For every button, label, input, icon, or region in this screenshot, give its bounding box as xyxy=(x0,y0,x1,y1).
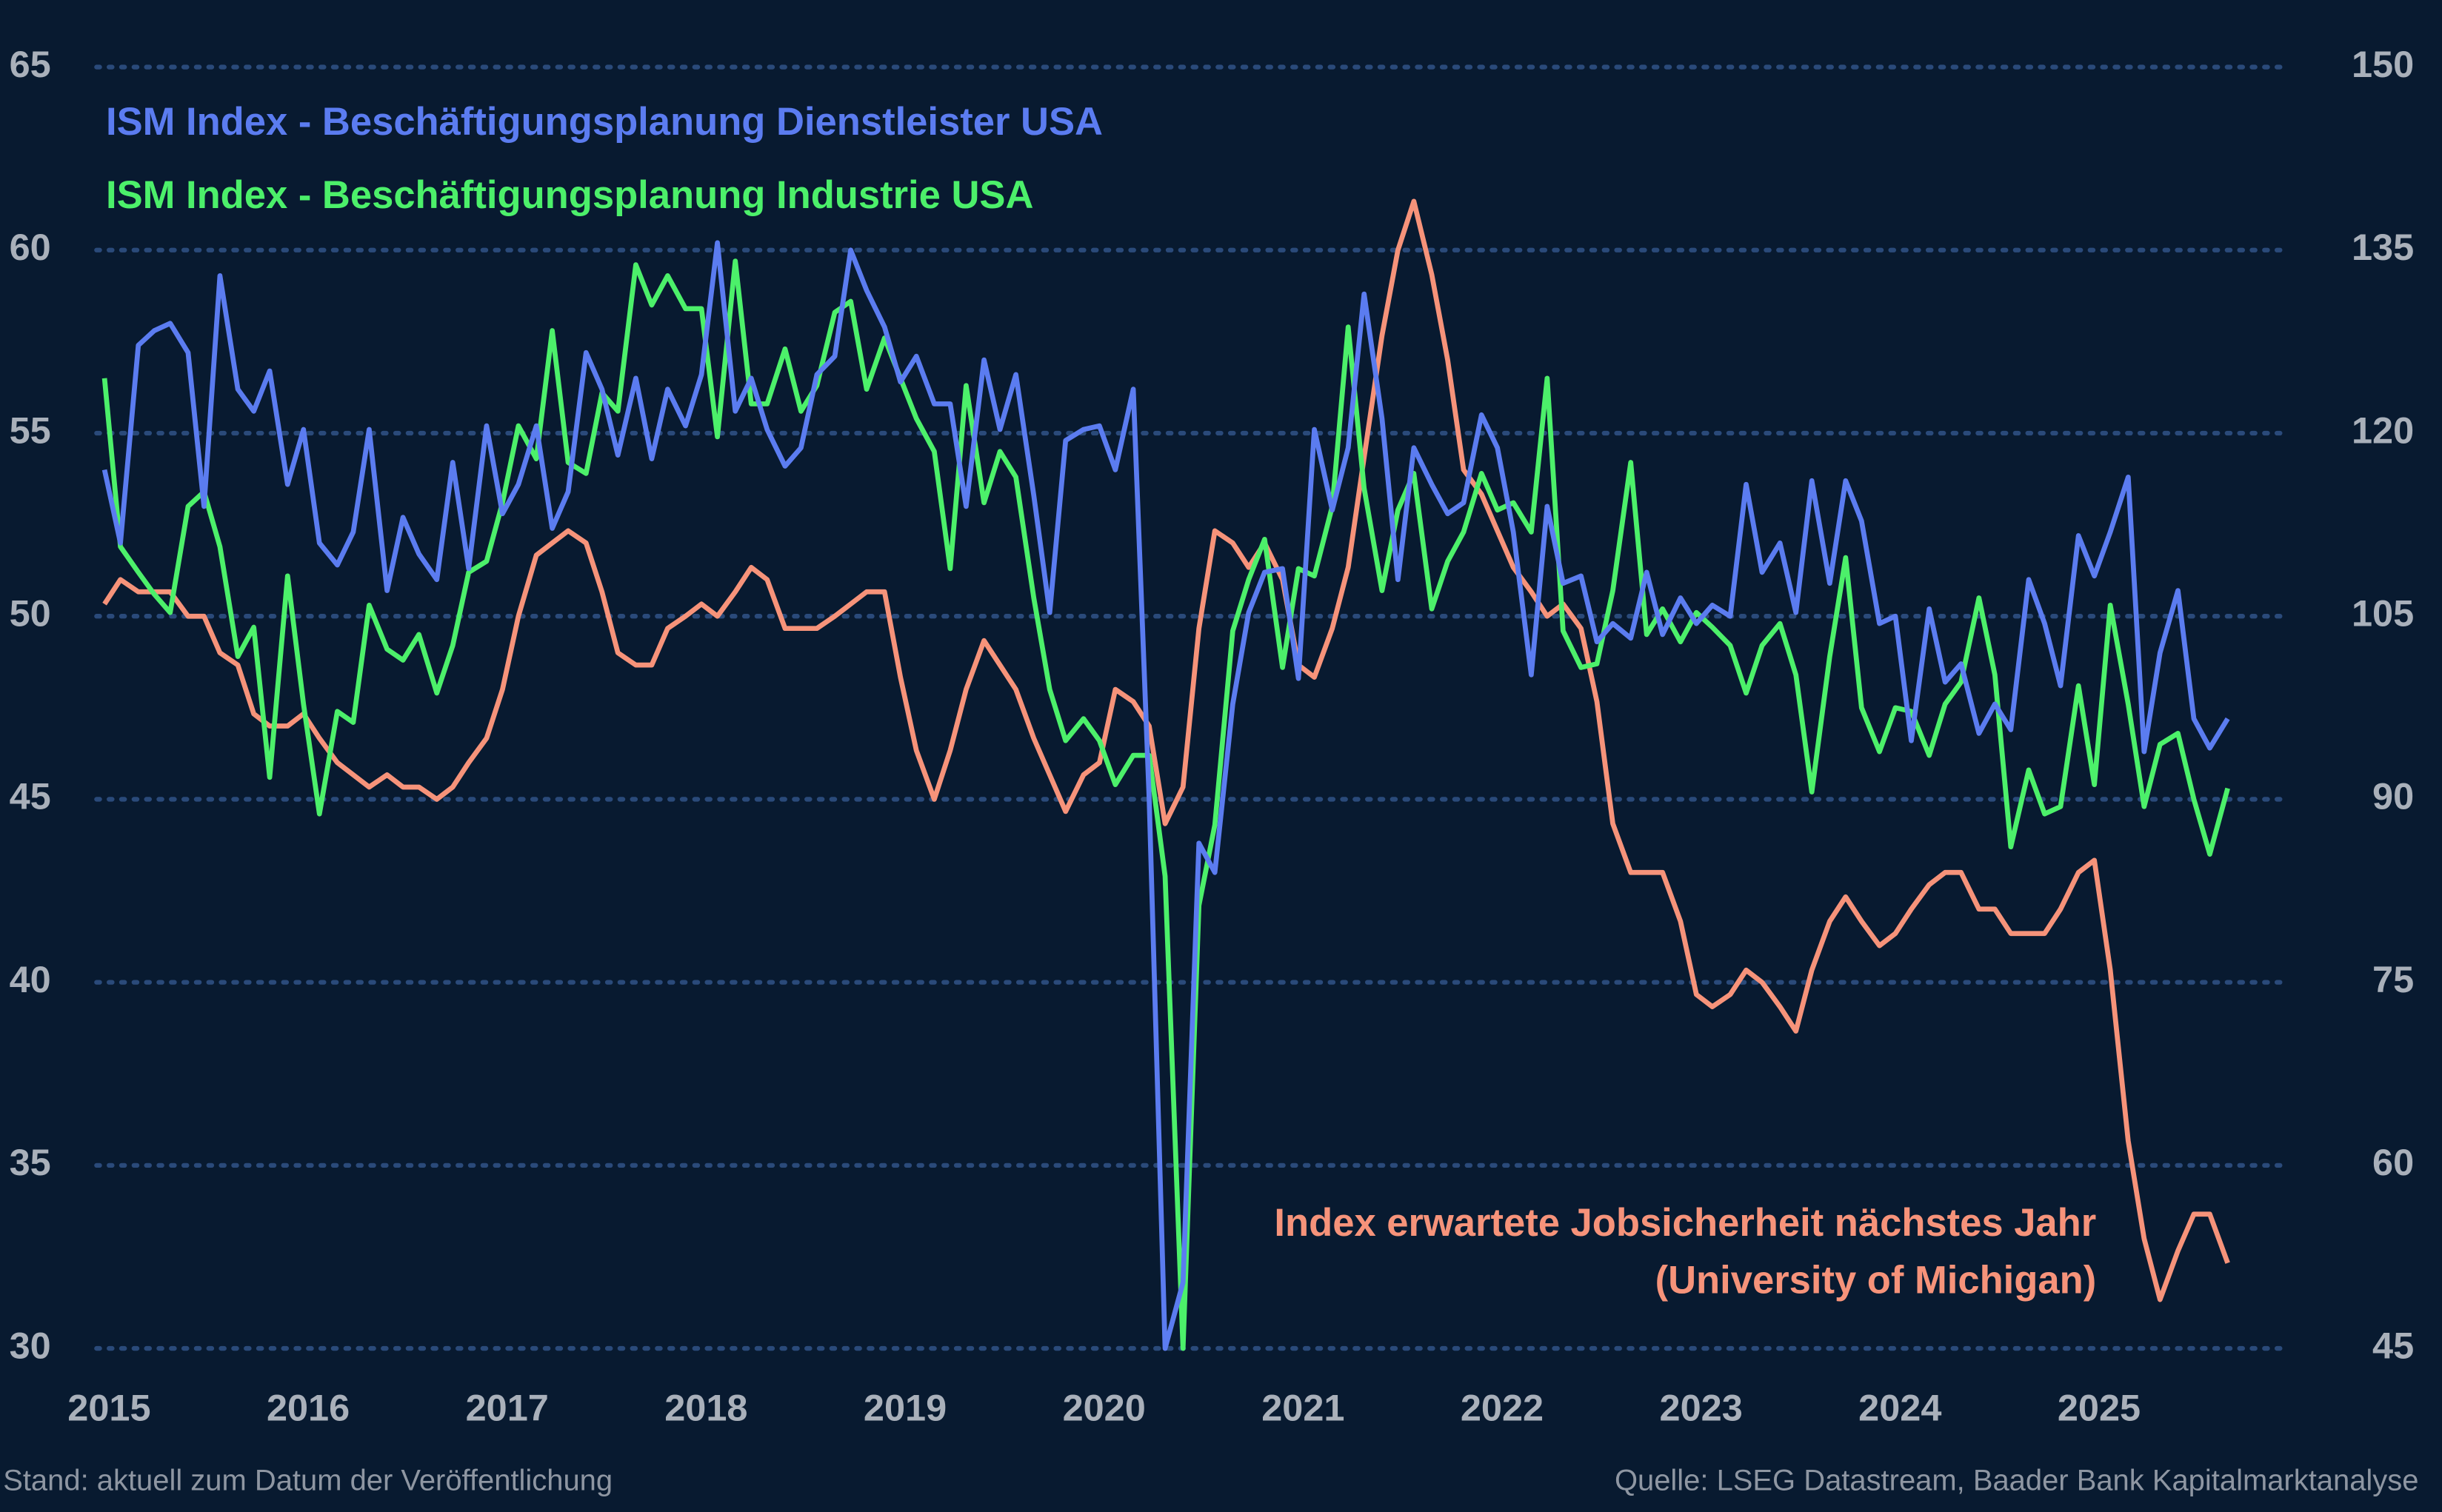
y-tick-label: 65 xyxy=(10,43,51,85)
y2-tick-label: 60 xyxy=(2372,1141,2414,1183)
y2-tick-label: 90 xyxy=(2372,775,2414,817)
x-tick-label: 2022 xyxy=(1461,1387,1544,1429)
series-line xyxy=(101,258,2230,1351)
y2-tick-label: 45 xyxy=(2372,1324,2414,1366)
legend-label: Index erwartete Jobsicherheit nächstes J… xyxy=(1274,1201,2096,1245)
x-tick-label: 2016 xyxy=(267,1387,350,1429)
y-tick-label: 60 xyxy=(10,226,51,268)
footnote: Stand: aktuell zum Datum der Veröffentli… xyxy=(3,1464,613,1496)
series-line xyxy=(102,198,2230,1302)
source: Quelle: LSEG Datastream, Baader Bank Kap… xyxy=(1615,1464,2419,1496)
series-line xyxy=(101,240,2230,1351)
x-tick-label: 2015 xyxy=(67,1387,150,1429)
legend-label: (University of Michigan) xyxy=(1655,1259,2097,1302)
x-tick-label: 2023 xyxy=(1660,1387,1743,1429)
y-tick-label: 30 xyxy=(10,1324,51,1366)
legend-label: ISM Index - Beschäftigungsplanung Indust… xyxy=(106,173,1033,217)
x-tick-label: 2024 xyxy=(1858,1387,1941,1429)
y2-tick-label: 105 xyxy=(2352,592,2414,635)
x-tick-label: 2025 xyxy=(2058,1387,2141,1429)
y-tick-label: 40 xyxy=(10,958,51,1000)
x-tick-label: 2019 xyxy=(864,1387,947,1429)
x-tick-label: 2021 xyxy=(1261,1387,1344,1429)
y2-tick-label: 120 xyxy=(2352,409,2414,451)
x-tick-label: 2017 xyxy=(466,1387,549,1429)
y-tick-label: 55 xyxy=(10,409,51,451)
y2-tick-label: 75 xyxy=(2372,958,2414,1000)
y-tick-label: 50 xyxy=(10,592,51,635)
y2-tick-label: 150 xyxy=(2352,43,2414,85)
legend-label: ISM Index - Beschäftigungsplanung Dienst… xyxy=(106,100,1103,144)
x-tick-label: 2020 xyxy=(1063,1387,1146,1429)
y-tick-label: 35 xyxy=(10,1141,51,1183)
y-tick-label: 45 xyxy=(10,775,51,817)
x-tick-label: 2018 xyxy=(664,1387,747,1429)
y2-tick-label: 135 xyxy=(2352,226,2414,268)
